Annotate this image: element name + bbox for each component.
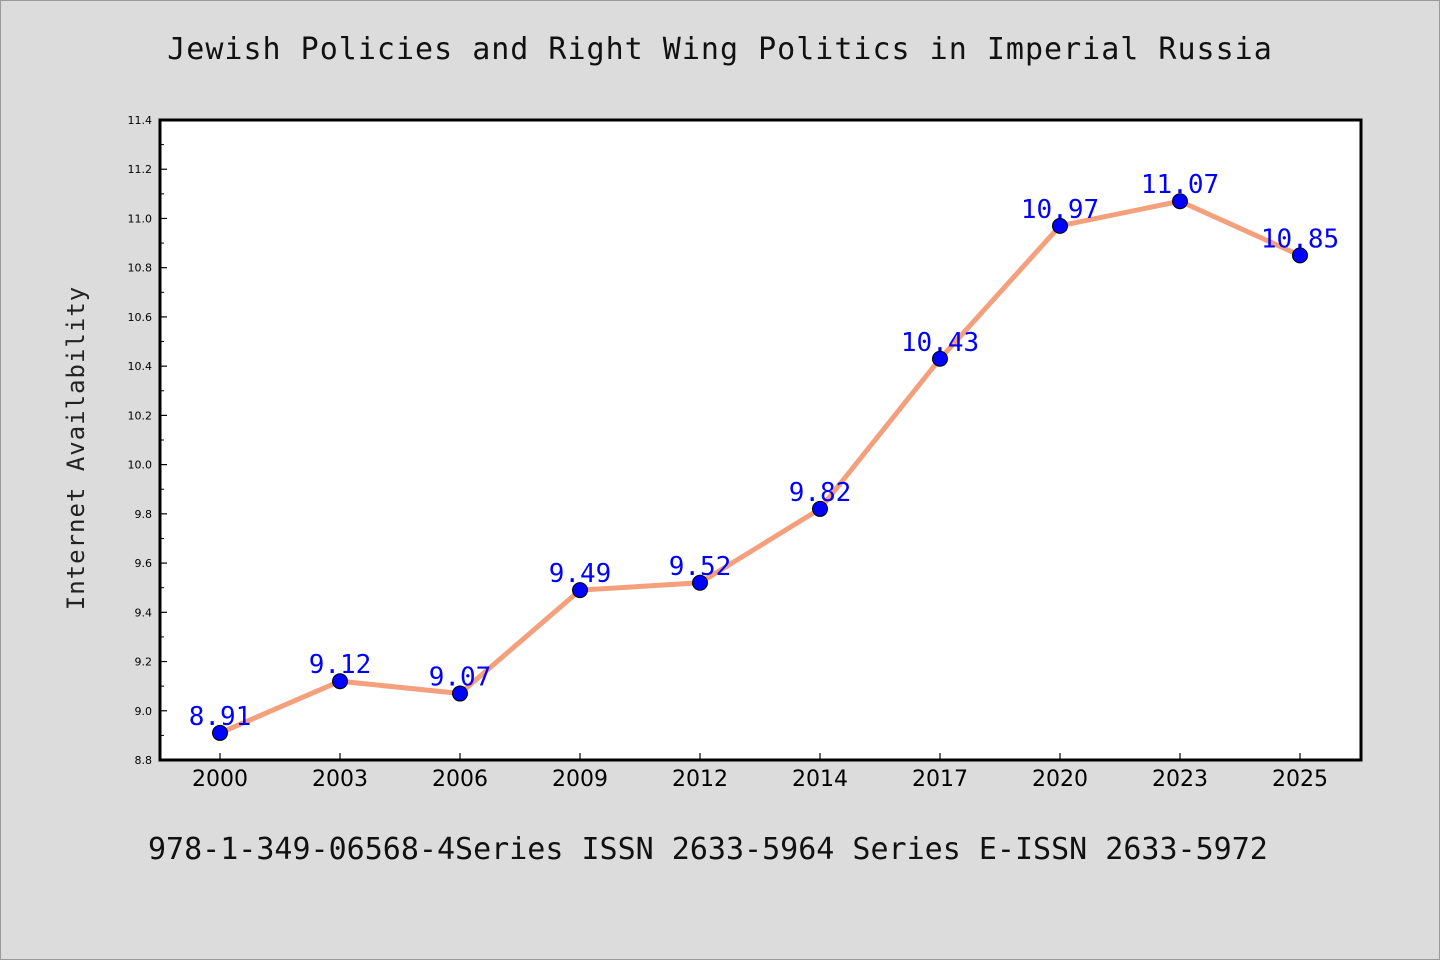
y-axis: 8.8 9.0 9.2 9.4 9.6 9.8 10.0 10.2 10.4 10.6 10.8 11… bbox=[128, 114, 167, 767]
x-tick-label: 2014 bbox=[792, 767, 848, 792]
y-tick-label: 10.4 bbox=[128, 360, 153, 373]
data-label: 8.91 bbox=[189, 702, 252, 732]
data-point bbox=[932, 350, 948, 367]
data-point bbox=[1172, 193, 1188, 210]
y-tick-label: 11.2 bbox=[128, 163, 153, 176]
y-tick-label: 9.8 bbox=[135, 508, 153, 521]
data-label: 9.82 bbox=[789, 478, 852, 508]
y-tick-label: 10.2 bbox=[128, 409, 153, 422]
x-tick-label: 2006 bbox=[432, 767, 488, 792]
data-label: 9.12 bbox=[309, 650, 372, 680]
y-tick-label: 10.6 bbox=[128, 311, 153, 324]
data-point bbox=[1052, 217, 1068, 234]
footer-note: 978-1-349-06568-4Series ISSN 2633-5964 S… bbox=[148, 832, 1268, 867]
y-tick-label: 11.0 bbox=[128, 212, 153, 225]
x-tick-label: 2000 bbox=[192, 767, 248, 792]
x-tick-label: 2025 bbox=[1272, 767, 1328, 792]
y-tick-label: 9.2 bbox=[135, 656, 153, 669]
y-tick-label: 8.8 bbox=[135, 754, 153, 767]
x-tick-label: 2012 bbox=[672, 767, 728, 792]
y-tick-label: 11.4 bbox=[128, 114, 153, 127]
data-label: 10.85 bbox=[1261, 224, 1339, 254]
data-label: 9.52 bbox=[669, 552, 732, 582]
y-tick-label: 9.4 bbox=[135, 606, 153, 619]
data-point bbox=[332, 673, 348, 690]
data-point bbox=[812, 500, 828, 517]
data-point bbox=[692, 574, 708, 591]
plot-area bbox=[158, 118, 1363, 762]
y-tick-label: 9.0 bbox=[135, 705, 153, 718]
data-label: 11.07 bbox=[1141, 170, 1219, 200]
x-tick-label: 2003 bbox=[312, 767, 368, 792]
data-point bbox=[572, 582, 588, 599]
x-axis: 2000 2003 2006 2009 2012 2014 2017 2020 2023 2025 bbox=[192, 753, 1328, 792]
y-tick-label: 10.8 bbox=[128, 262, 153, 275]
x-tick-label: 2023 bbox=[1152, 767, 1208, 792]
data-label: 10.43 bbox=[901, 328, 979, 358]
y-tick-label: 9.6 bbox=[135, 557, 153, 570]
data-point bbox=[1292, 247, 1308, 264]
chart-title: Jewish Policies and Right Wing Politics … bbox=[167, 32, 1273, 67]
data-point bbox=[212, 724, 228, 741]
data-label: 9.07 bbox=[429, 663, 492, 693]
x-tick-label: 2009 bbox=[552, 767, 608, 792]
series-line bbox=[217, 198, 1303, 736]
x-tick-label: 2017 bbox=[912, 767, 968, 792]
data-label: 9.49 bbox=[549, 559, 612, 589]
x-tick-label: 2020 bbox=[1032, 767, 1088, 792]
data-label: 10.97 bbox=[1021, 195, 1099, 225]
data-point bbox=[452, 685, 468, 702]
y-tick-label: 10.0 bbox=[128, 459, 153, 472]
data-series: 8.91 9.12 9.07 9.49 9.52 9.82 10.43 10.97 11.07 1… bbox=[189, 170, 1339, 741]
